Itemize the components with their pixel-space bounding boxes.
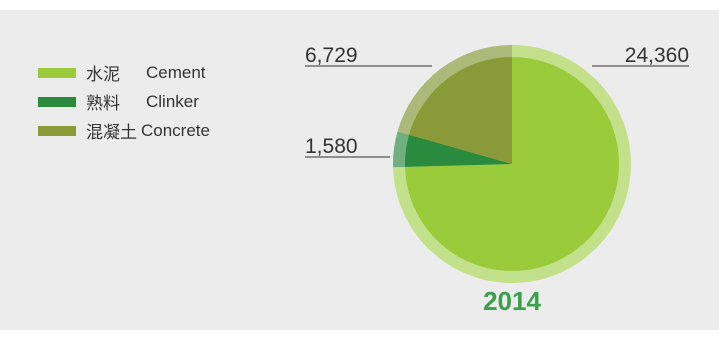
legend-item-concrete: 混凝土 Concrete (38, 116, 210, 145)
legend-item-clinker: 熟料 Clinker (38, 87, 210, 116)
legend-label-en: Cement (146, 62, 206, 82)
legend-label-en: Clinker (146, 91, 199, 111)
legend-swatch-concrete (38, 125, 76, 136)
data-label-cement: 24,360 (625, 44, 689, 67)
pie-slice-cement[interactable] (405, 57, 620, 271)
data-label-concrete: 6,729 (305, 44, 358, 67)
legend-swatch-clinker (38, 96, 76, 107)
pie-slice-clinker[interactable] (405, 134, 512, 167)
pie-slice-concrete[interactable] (409, 57, 512, 164)
chart-title: 2014 (483, 286, 541, 316)
legend-label-zh: 熟料 (86, 94, 120, 113)
legend-item-cement: 水泥 Cement (38, 58, 210, 87)
legend: 水泥 Cement 熟料 Clinker 混凝土 Concrete (38, 58, 210, 145)
data-label-clinker: 1,580 (305, 135, 358, 158)
legend-label-zh: 水泥 (86, 65, 120, 84)
legend-label-zh: 混凝土 (86, 123, 137, 142)
legend-label-en: Concrete (141, 120, 210, 140)
legend-swatch-cement (38, 67, 76, 78)
